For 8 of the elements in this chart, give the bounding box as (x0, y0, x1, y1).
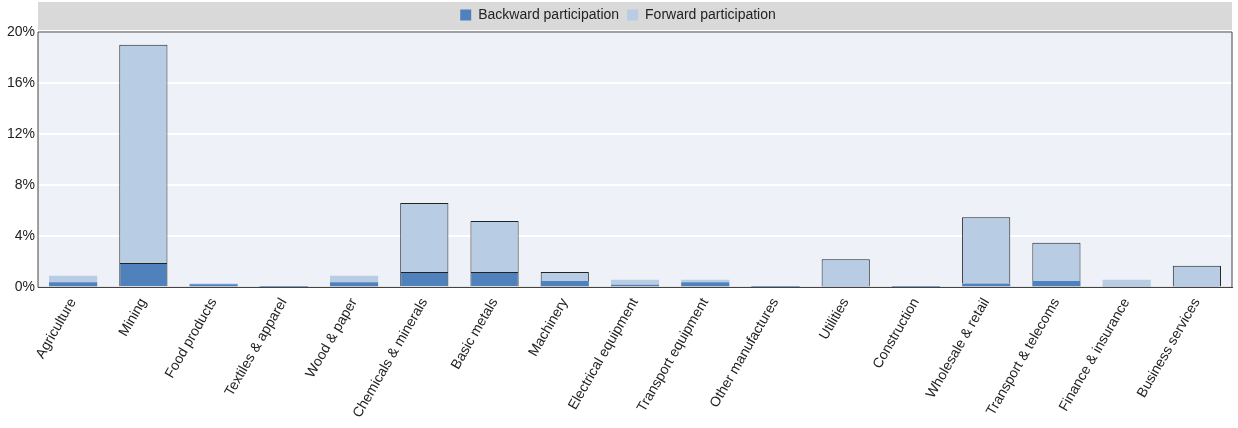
y-tick-label: 20% (6, 22, 36, 39)
legend-label: Forward participation (645, 5, 776, 22)
y-tick-label: 12% (6, 125, 36, 142)
y-tick-label: 16% (6, 73, 36, 90)
y-tick-label: 0% (14, 278, 36, 295)
y-tick-label: 8% (14, 176, 36, 193)
legend-label: Backward participation (478, 5, 620, 22)
y-tick-label: 4% (14, 227, 36, 244)
